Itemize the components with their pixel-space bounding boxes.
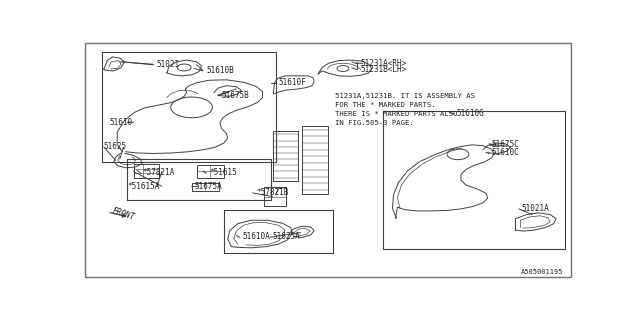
Text: 51610C: 51610C (492, 148, 520, 157)
Text: 51610: 51610 (110, 118, 133, 127)
Text: 51610G: 51610G (457, 109, 484, 118)
Text: *57821B: *57821B (256, 188, 289, 197)
Text: 51231A,51231B. IT IS ASSEMBLY AS
FOR THE * MARKED PARTS.
THERE IS * MARKED PARTS: 51231A,51231B. IT IS ASSEMBLY AS FOR THE… (335, 92, 476, 126)
Text: *51615A: *51615A (127, 182, 159, 191)
Text: 51625A: 51625A (273, 232, 300, 241)
Text: 51610F: 51610F (278, 78, 306, 87)
Text: 51675A: 51675A (194, 182, 222, 191)
Text: 51675C: 51675C (492, 140, 520, 149)
Text: 51625: 51625 (104, 142, 127, 151)
Text: *57821A: *57821A (142, 168, 174, 177)
Text: 51675B: 51675B (221, 91, 249, 100)
Text: 51610A: 51610A (243, 232, 271, 241)
Text: 51231A<RH>: 51231A<RH> (360, 59, 406, 68)
Text: 51021: 51021 (157, 60, 180, 69)
Text: *51615: *51615 (209, 168, 237, 177)
Text: 51231B<LH>: 51231B<LH> (360, 65, 406, 74)
Text: 51021A: 51021A (522, 204, 549, 213)
Text: 51610B: 51610B (207, 66, 234, 75)
Text: A505001195: A505001195 (521, 269, 564, 276)
Text: FRONT: FRONT (111, 206, 136, 222)
